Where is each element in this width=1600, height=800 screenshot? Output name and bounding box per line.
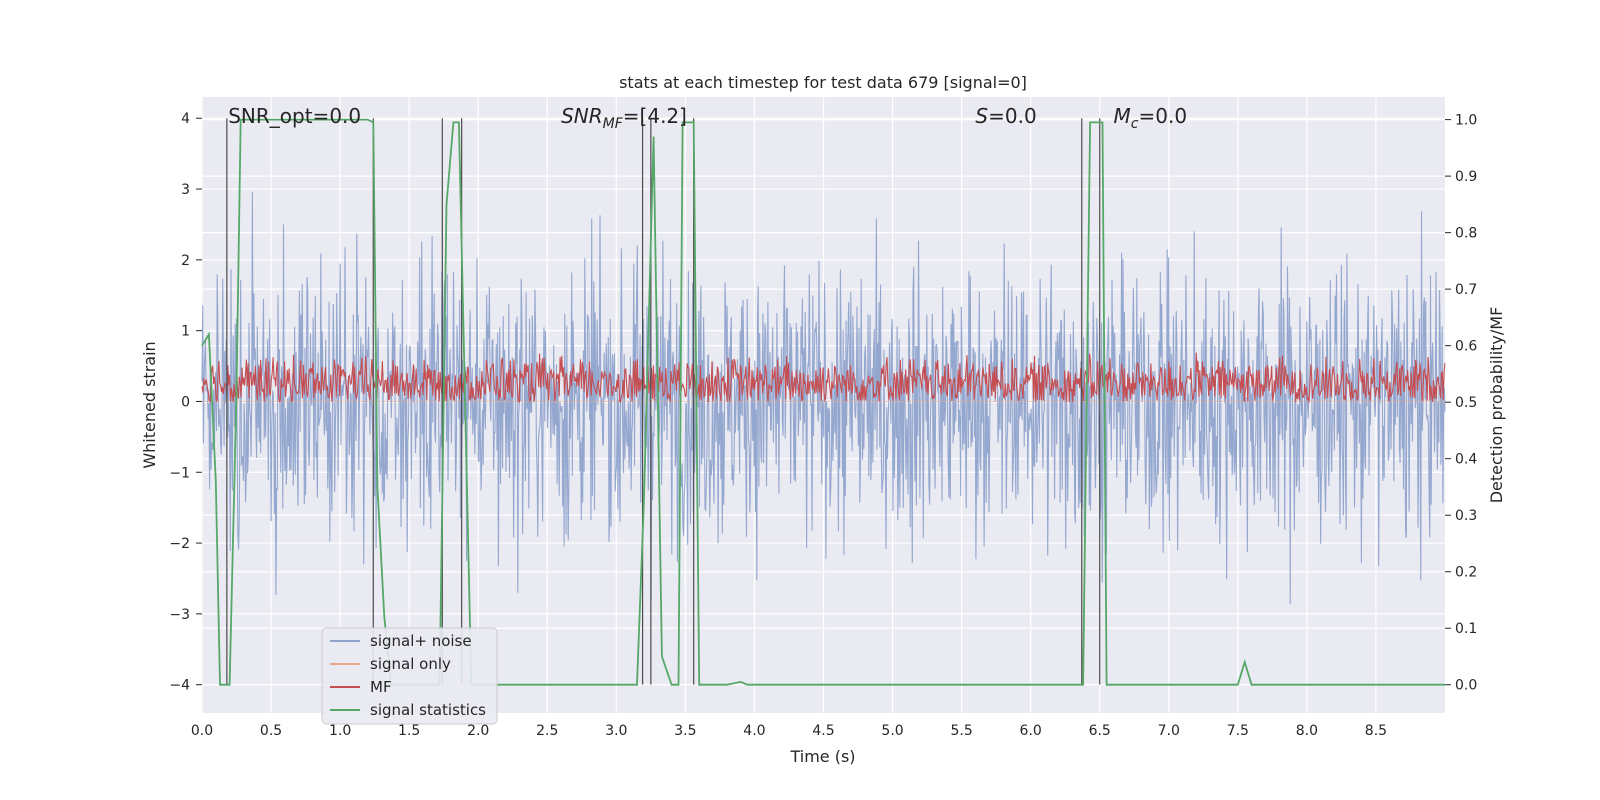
y-left-tick-label: −1 — [169, 465, 190, 481]
y-left-tick-label: 0 — [181, 394, 190, 410]
x-tick-label: 8.0 — [1296, 723, 1318, 739]
x-axis-label: Time (s) — [789, 747, 855, 766]
x-tick-label: 7.5 — [1227, 723, 1249, 739]
y-right-tick-label: 0.9 — [1455, 169, 1477, 185]
y-left-tick-label: 1 — [181, 324, 190, 340]
x-tick-label: 3.5 — [674, 723, 696, 739]
x-tick-label: 3.0 — [605, 723, 627, 739]
y-right-tick-label: 0.5 — [1455, 395, 1477, 411]
y-left-tick-labels: 4 3 2 1 0 −1 −2 −3 −4 — [169, 111, 202, 694]
legend-label: signal statistics — [370, 701, 486, 719]
y-right-axis-label: Detection probability/MF — [1487, 307, 1506, 504]
x-tick-label: 1.5 — [398, 723, 420, 739]
x-tick-label: 7.0 — [1158, 723, 1180, 739]
annotation: Mc=0.0 — [1114, 104, 1188, 132]
y-left-tick-label: −2 — [169, 536, 190, 552]
y-left-tick-label: 4 — [181, 111, 190, 127]
x-tick-label: 5.5 — [950, 723, 972, 739]
y-right-tick-labels: 1.0 0.9 0.8 0.7 0.6 0.5 0.4 0.3 0.2 0.1 0.0 — [1445, 113, 1477, 694]
x-tick-labels: 0.0 0.5 1.0 1.5 2.0 2.5 3.0 3.5 4.0 4.5 5.0 5.5 6.0 6… — [191, 723, 1387, 739]
x-tick-label: 1.0 — [329, 723, 351, 739]
y-right-tick-label: 0.7 — [1455, 282, 1477, 298]
x-tick-label: 5.0 — [881, 723, 903, 739]
y-left-tick-label: −4 — [169, 678, 190, 694]
signal-statistics-series — [201, 118, 1445, 686]
y-left-axis-label: Whitened strain — [140, 341, 159, 468]
trigger-marker-lines — [226, 118, 1101, 685]
legend-label: signal+ noise — [370, 632, 472, 650]
y-right-tick-label: 0.2 — [1455, 565, 1477, 581]
y-right-tick-label: 0.6 — [1455, 339, 1477, 355]
signal-plus-noise-line — [201, 191, 1446, 605]
annotations: SNR_opt=0.0 SNRMF=[4.2] S=0.0 Mc=0.0 — [228, 104, 1187, 132]
x-tick-label: 6.0 — [1020, 723, 1042, 739]
y-right-tick-label: 0.8 — [1455, 226, 1477, 242]
legend-box — [321, 627, 498, 725]
x-tick-label: 0.5 — [260, 723, 282, 739]
y-right-tick-label: 0.0 — [1455, 678, 1477, 694]
chart-title: stats at each timestep for test data 679… — [619, 73, 1027, 92]
annotation: SNR_opt=0.0 — [228, 104, 361, 128]
y-left-tick-label: 2 — [181, 253, 190, 269]
mf-line — [201, 352, 1446, 404]
annotation: S=0.0 — [975, 104, 1036, 128]
x-tick-label: 0.0 — [191, 723, 213, 739]
y-right-tick-label: 0.1 — [1455, 621, 1477, 637]
x-tick-label: 8.5 — [1365, 723, 1387, 739]
x-tick-label: 2.0 — [467, 723, 489, 739]
legend-label: MF — [370, 678, 392, 696]
x-tick-label: 4.0 — [743, 723, 765, 739]
signal-statistics-line — [201, 118, 1445, 686]
y-right-tick-label: 0.3 — [1455, 508, 1477, 524]
legend-label: signal only — [370, 655, 451, 673]
y-right-tick-label: 0.4 — [1455, 452, 1477, 468]
x-tick-label: 4.5 — [812, 723, 834, 739]
mf-series — [201, 352, 1446, 404]
legend: signal+ noise signal only MF signal statist… — [321, 627, 498, 725]
y-left-tick-label: 3 — [181, 182, 190, 198]
annotation: SNRMF=[4.2] — [561, 104, 687, 132]
y-left-tick-label: −3 — [169, 607, 190, 623]
signal-plus-noise-series — [201, 191, 1446, 605]
x-tick-label: 2.5 — [536, 723, 558, 739]
x-tick-label: 6.5 — [1089, 723, 1111, 739]
y-right-tick-label: 1.0 — [1455, 113, 1477, 129]
